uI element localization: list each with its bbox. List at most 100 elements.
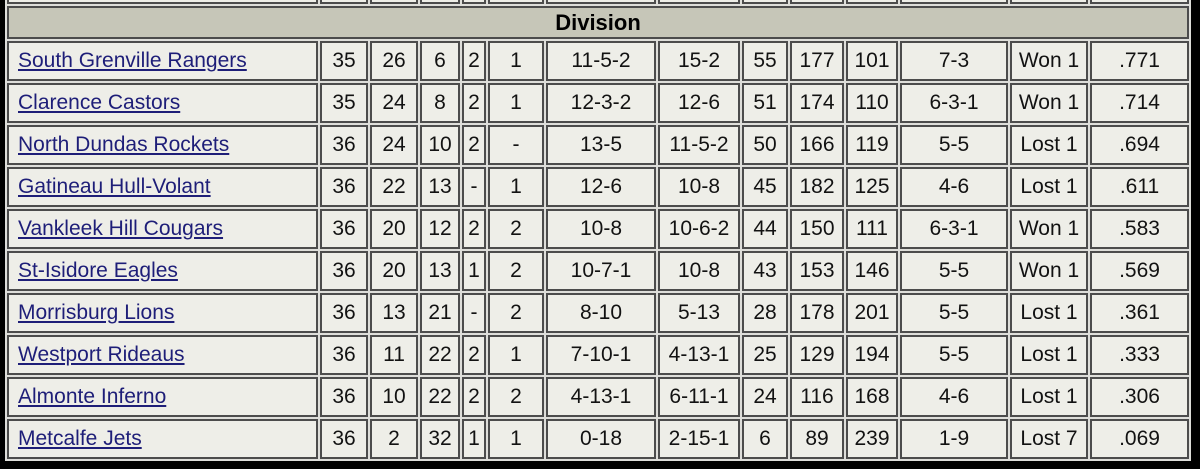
table-row: Metcalfe Jets 36 2 32 1 1 0-18 2-15-1 6 89 239 1-9 L…: [7, 419, 1189, 459]
goals-against-cell: 239: [846, 419, 898, 459]
points-cell: 28: [742, 293, 788, 333]
goals-for-cell: 89: [790, 419, 844, 459]
last-ten-cell: 5-5: [900, 125, 1008, 165]
otl-cell: 1: [488, 167, 544, 207]
ties-cell: 2: [462, 377, 486, 417]
streak-cell: Won 1: [1010, 209, 1088, 249]
table-row: Westport Rideaus 36 11 22 2 1 7-10-1 4-13-1 25 12…: [7, 335, 1189, 375]
otl-cell: 2: [488, 377, 544, 417]
losses-cell: 6: [420, 41, 460, 81]
otl-cell: 1: [488, 41, 544, 81]
home-record-cell: 13-5: [546, 125, 656, 165]
team-link[interactable]: Almonte Inferno: [18, 385, 167, 408]
otl-cell: -: [488, 125, 544, 165]
team-link[interactable]: Morrisburg Lions: [18, 301, 175, 324]
ties-cell: -: [462, 293, 486, 333]
home-record-cell: 0-18: [546, 419, 656, 459]
home-record-cell: 4-13-1: [546, 377, 656, 417]
away-record-cell: 15-2: [658, 41, 740, 81]
ties-cell: 2: [462, 41, 486, 81]
goals-against-cell: 146: [846, 251, 898, 291]
points-cell: 24: [742, 377, 788, 417]
team-cell: Vankleek Hill Cougars: [7, 209, 318, 249]
team-link[interactable]: Vankleek Hill Cougars: [18, 217, 224, 240]
team-cell: Almonte Inferno: [7, 377, 318, 417]
away-record-cell: 11-5-2: [658, 125, 740, 165]
last-ten-cell: 5-5: [900, 335, 1008, 375]
team-cell: Gatineau Hull-Volant: [7, 167, 318, 207]
team-link[interactable]: St-Isidore Eagles: [18, 259, 178, 282]
losses-cell: 13: [420, 167, 460, 207]
team-link[interactable]: North Dundas Rockets: [18, 133, 230, 156]
win-pct-cell: .569: [1090, 251, 1189, 291]
streak-cell: Lost 1: [1010, 125, 1088, 165]
otl-cell: 1: [488, 83, 544, 123]
table-row: Gatineau Hull-Volant 36 22 13-1 12-6 10-8 45 18…: [7, 167, 1189, 207]
wins-cell: 20: [370, 209, 418, 249]
otl-cell: 2: [488, 251, 544, 291]
last-ten-cell: 4-6: [900, 167, 1008, 207]
ties-cell: 1: [462, 419, 486, 459]
home-record-cell: 12-6: [546, 167, 656, 207]
losses-cell: 32: [420, 419, 460, 459]
streak-cell: Lost 7: [1010, 419, 1088, 459]
losses-cell: 8: [420, 83, 460, 123]
away-record-cell: 5-13: [658, 293, 740, 333]
clipped-cell: [1090, 0, 1189, 4]
wins-cell: 24: [370, 83, 418, 123]
wins-cell: 13: [370, 293, 418, 333]
team-link[interactable]: Gatineau Hull-Volant: [18, 175, 211, 198]
team-cell: Metcalfe Jets: [7, 419, 318, 459]
goals-for-cell: 153: [790, 251, 844, 291]
clipped-row-above: [7, 0, 1189, 4]
losses-cell: 22: [420, 335, 460, 375]
clipped-cell: [488, 0, 544, 4]
win-pct-cell: .361: [1090, 293, 1189, 333]
games-played-cell: 36: [320, 335, 368, 375]
goals-for-cell: 150: [790, 209, 844, 249]
standings-table: Division South Grenville Rangers 35 26 6 2 1 1…: [5, 0, 1191, 461]
win-pct-cell: .583: [1090, 209, 1189, 249]
home-record-cell: 10-7-1: [546, 251, 656, 291]
last-ten-cell: 6-3-1: [900, 209, 1008, 249]
goals-against-cell: 125: [846, 167, 898, 207]
ties-cell: 1: [462, 251, 486, 291]
losses-cell: 21: [420, 293, 460, 333]
clipped-cell: [742, 0, 788, 4]
games-played-cell: 36: [320, 167, 368, 207]
otl-cell: 1: [488, 419, 544, 459]
home-record-cell: 11-5-2: [546, 41, 656, 81]
away-record-cell: 10-8: [658, 251, 740, 291]
streak-cell: Won 1: [1010, 83, 1088, 123]
points-cell: 44: [742, 209, 788, 249]
table-row: Vankleek Hill Cougars 36 20 12 2 2 10-8 10-6-2 4…: [7, 209, 1189, 249]
last-ten-cell: 6-3-1: [900, 83, 1008, 123]
losses-cell: 10: [420, 125, 460, 165]
team-link[interactable]: Clarence Castors: [18, 91, 181, 114]
losses-cell: 12: [420, 209, 460, 249]
team-link[interactable]: Westport Rideaus: [18, 343, 185, 366]
team-link[interactable]: South Grenville Rangers: [18, 49, 247, 72]
wins-cell: 11: [370, 335, 418, 375]
clipped-cell: [462, 0, 486, 4]
games-played-cell: 36: [320, 209, 368, 249]
points-cell: 43: [742, 251, 788, 291]
away-record-cell: 10-6-2: [658, 209, 740, 249]
team-link[interactable]: Metcalfe Jets: [18, 427, 142, 450]
last-ten-cell: 4-6: [900, 377, 1008, 417]
win-pct-cell: .611: [1090, 167, 1189, 207]
games-played-cell: 35: [320, 41, 368, 81]
points-cell: 6: [742, 419, 788, 459]
away-record-cell: 4-13-1: [658, 335, 740, 375]
goals-for-cell: 116: [790, 377, 844, 417]
goals-for-cell: 174: [790, 83, 844, 123]
win-pct-cell: .306: [1090, 377, 1189, 417]
otl-cell: 2: [488, 209, 544, 249]
ties-cell: 2: [462, 83, 486, 123]
home-record-cell: 8-10: [546, 293, 656, 333]
games-played-cell: 36: [320, 251, 368, 291]
goals-against-cell: 168: [846, 377, 898, 417]
wins-cell: 26: [370, 41, 418, 81]
games-played-cell: 36: [320, 377, 368, 417]
